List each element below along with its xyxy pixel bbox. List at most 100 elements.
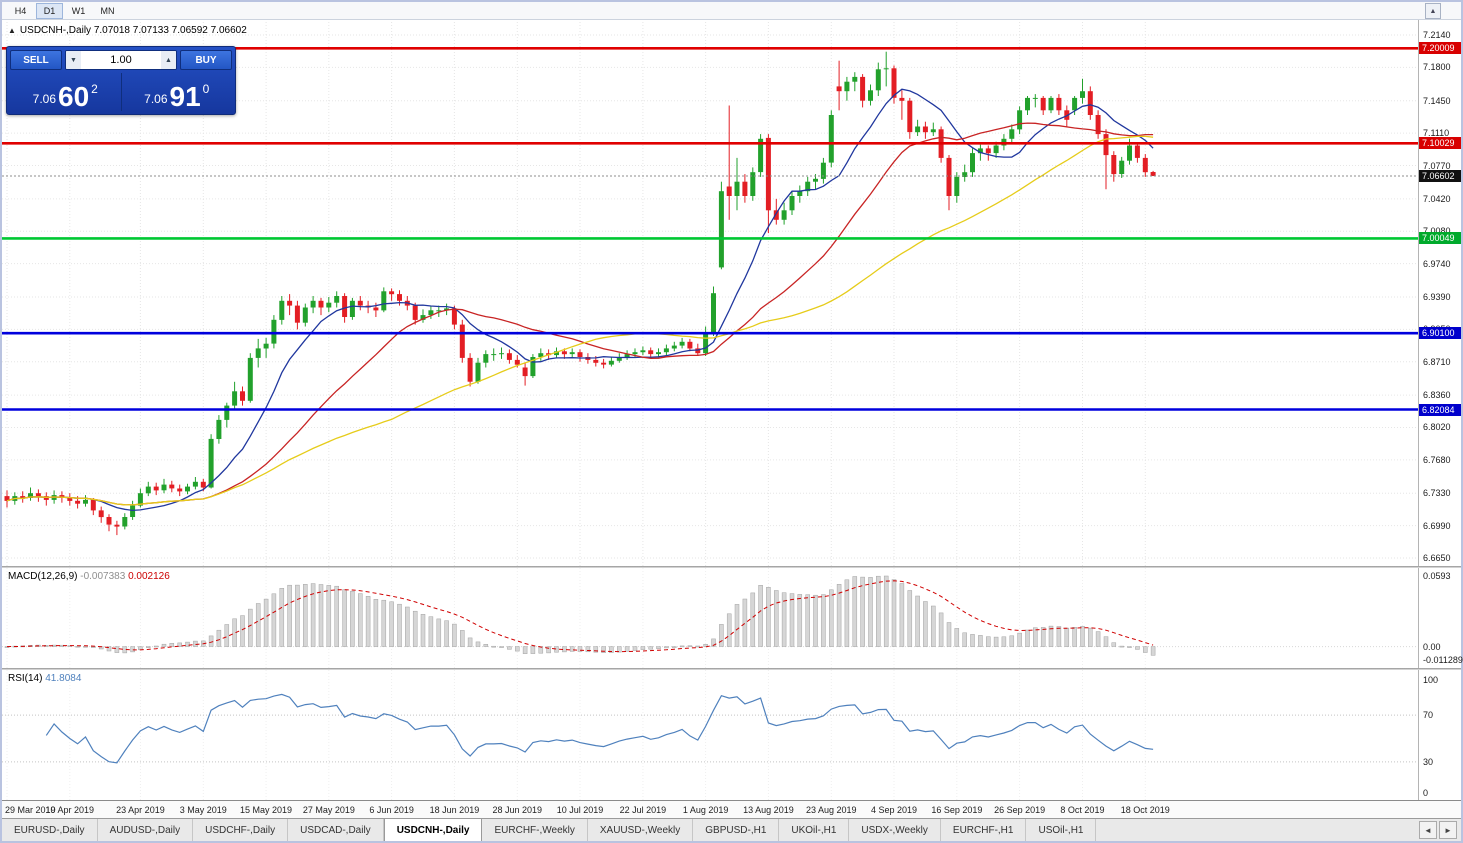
time-axis[interactable]: 29 Mar 2019 10 Apr 2019 23 Apr 2019 3 May 2… xyxy=(2,800,1461,820)
date-label: 29 Mar 2019 xyxy=(5,805,56,815)
date-label: 18 Oct 2019 xyxy=(1120,805,1170,815)
date-label: 4 Sep 2019 xyxy=(871,805,918,815)
price-badge: 6.82084 xyxy=(1419,403,1461,416)
volume-input[interactable] xyxy=(81,51,161,69)
chart-tab[interactable]: AUDUSD-,Daily xyxy=(97,819,194,841)
price-tick: 7.2140 xyxy=(1423,30,1451,40)
price-tick: 0.00 xyxy=(1423,641,1441,652)
sell-price-point: 2 xyxy=(91,82,98,96)
price-tick: -0.011289 xyxy=(1423,655,1463,665)
macd-pane: MACD(12,26,9) -0.007383 0.002126 0.0593 0… xyxy=(2,568,1463,668)
price-tick: 0 xyxy=(1423,788,1429,798)
buy-price-pips: 91 xyxy=(169,81,201,113)
price-badge: 7.10029 xyxy=(1419,137,1461,150)
chart-tab[interactable]: EURUSD-,Daily xyxy=(2,819,98,841)
price-tick: 6.6650 xyxy=(1423,553,1451,563)
sell-price-display: 7.06 60 2 xyxy=(10,73,121,111)
price-tick: 6.9740 xyxy=(1423,258,1451,269)
chart-tab[interactable]: USDCNH-,Daily xyxy=(383,819,483,841)
macd-main-value: -0.007383 xyxy=(80,571,126,582)
price-tick: 70 xyxy=(1423,710,1434,721)
chart-tab[interactable]: USOil-,H1 xyxy=(1026,819,1097,841)
price-tick: 30 xyxy=(1423,756,1434,767)
date-label: 27 May 2019 xyxy=(302,805,355,815)
price-tick: 6.9390 xyxy=(1423,291,1451,302)
macd-label: MACD(12,26,9) -0.007383 0.002126 xyxy=(8,571,170,582)
date-label: 23 Apr 2019 xyxy=(116,805,165,815)
macd-indicator[interactable] xyxy=(2,568,1419,668)
chart-tab[interactable]: USDCHF-,Daily xyxy=(193,819,289,841)
chart-tab[interactable]: USDCAD-,Daily xyxy=(288,819,384,841)
price-badge: 7.06602 xyxy=(1419,169,1461,182)
period-mn-button[interactable]: MN xyxy=(100,5,115,16)
date-label: 26 Sep 2019 xyxy=(994,805,1046,815)
chart-title: ▲ USDCNH-,Daily 7.07018 7.07133 7.06592 7… xyxy=(8,25,247,36)
candlestick-chart[interactable] xyxy=(2,19,1419,566)
price-tick: 7.1110 xyxy=(1423,128,1450,139)
chart-tab[interactable]: XAUUSD-,Weekly xyxy=(587,819,694,841)
price-tick: 7.1800 xyxy=(1423,62,1451,73)
date-label: 10 Jul 2019 xyxy=(556,805,604,815)
sell-price-prefix: 7.06 xyxy=(32,92,56,106)
period-d1-button[interactable]: D1 xyxy=(36,2,63,19)
rsi-axis[interactable]: 100 70 30 0 xyxy=(1418,670,1461,800)
one-click-trading-panel: SELL ▼ ▲ BUY 7.06 60 2 7.06 91 0 xyxy=(6,46,236,115)
macd-signal-value: 0.002126 xyxy=(128,571,170,582)
pane-splitter[interactable] xyxy=(2,566,1461,568)
buy-price-display: 7.06 91 0 xyxy=(122,73,233,111)
price-divider xyxy=(120,73,122,111)
date-label: 22 Jul 2019 xyxy=(619,805,667,815)
period-w1-button[interactable]: W1 xyxy=(71,5,86,16)
volume-decrease-button[interactable]: ▼ xyxy=(66,51,81,69)
price-axis[interactable]: 7.2140 7.1800 7.1450 7.1110 7.0770 7.0420 7.00… xyxy=(1418,19,1461,566)
price-tick: 6.8360 xyxy=(1423,390,1451,401)
tabs-scroll-left-button[interactable]: ◄ xyxy=(1419,821,1437,839)
price-tick: 100 xyxy=(1423,675,1439,685)
chart-ohlc-values: 7.07018 7.07133 7.06592 7.06602 xyxy=(93,25,247,36)
date-label: 13 Aug 2019 xyxy=(743,805,794,815)
timeframe-toolbar: H4 D1 W1 MN ▲ xyxy=(2,2,1461,20)
sell-price-pips: 60 xyxy=(58,81,90,113)
price-badge: 6.90100 xyxy=(1419,327,1461,340)
chart-tab[interactable]: EURCHF-,H1 xyxy=(940,819,1027,841)
pane-splitter[interactable] xyxy=(2,668,1461,670)
buy-price-point: 0 xyxy=(202,82,210,96)
date-label: 6 Jun 2019 xyxy=(369,805,414,815)
price-badge: 7.20009 xyxy=(1419,42,1461,55)
sell-button[interactable]: SELL xyxy=(10,50,62,70)
chart-tab[interactable]: EURCHF-,Weekly xyxy=(482,819,588,841)
price-tick: 6.8710 xyxy=(1423,356,1451,367)
date-label: 18 Jun 2019 xyxy=(429,805,480,815)
one-click-collapse-icon[interactable]: ▲ xyxy=(8,26,16,35)
rsi-value: 41.8084 xyxy=(45,673,82,684)
scroll-up-button[interactable]: ▲ xyxy=(1425,3,1441,19)
price-tick: 6.7680 xyxy=(1423,454,1451,465)
chart-tabs-bar: EURUSD-,Daily AUDUSD-,Daily USDCHF-,Daily U… xyxy=(2,818,1461,841)
tabs-scroll-buttons: ◄ ► xyxy=(1415,819,1461,841)
buy-price-prefix: 7.06 xyxy=(144,92,168,106)
date-label: 1 Aug 2019 xyxy=(682,805,729,815)
price-badge: 7.00049 xyxy=(1419,232,1461,245)
period-h4-button[interactable]: H4 xyxy=(14,5,27,16)
tabs-scroll-right-button[interactable]: ► xyxy=(1439,821,1457,839)
volume-increase-button[interactable]: ▲ xyxy=(161,51,176,69)
date-label: 15 May 2019 xyxy=(240,805,293,815)
price-tick: 6.8020 xyxy=(1423,422,1451,433)
price-tick: 7.0080 xyxy=(1423,226,1451,237)
buy-button[interactable]: BUY xyxy=(180,50,232,70)
macd-axis[interactable]: 0.0593 0.00 -0.011289 xyxy=(1418,568,1463,668)
rsi-indicator[interactable] xyxy=(2,670,1419,800)
price-tick: 7.0770 xyxy=(1423,160,1451,171)
chart-tab[interactable]: GBPUSD-,H1 xyxy=(693,819,780,841)
price-tick: 6.7330 xyxy=(1423,488,1451,499)
price-tick: 0.0593 xyxy=(1423,571,1451,581)
price-tick: 7.0420 xyxy=(1423,193,1451,204)
chart-tab[interactable]: UKOil-,H1 xyxy=(779,819,850,841)
date-label: 23 Aug 2019 xyxy=(805,805,857,815)
date-label: 16 Sep 2019 xyxy=(931,805,983,815)
chart-tab[interactable]: USDX-,Weekly xyxy=(849,819,941,841)
date-label: 10 Apr 2019 xyxy=(45,805,95,815)
date-label: 3 May 2019 xyxy=(179,805,227,815)
rsi-label: RSI(14) 41.8084 xyxy=(8,673,82,684)
